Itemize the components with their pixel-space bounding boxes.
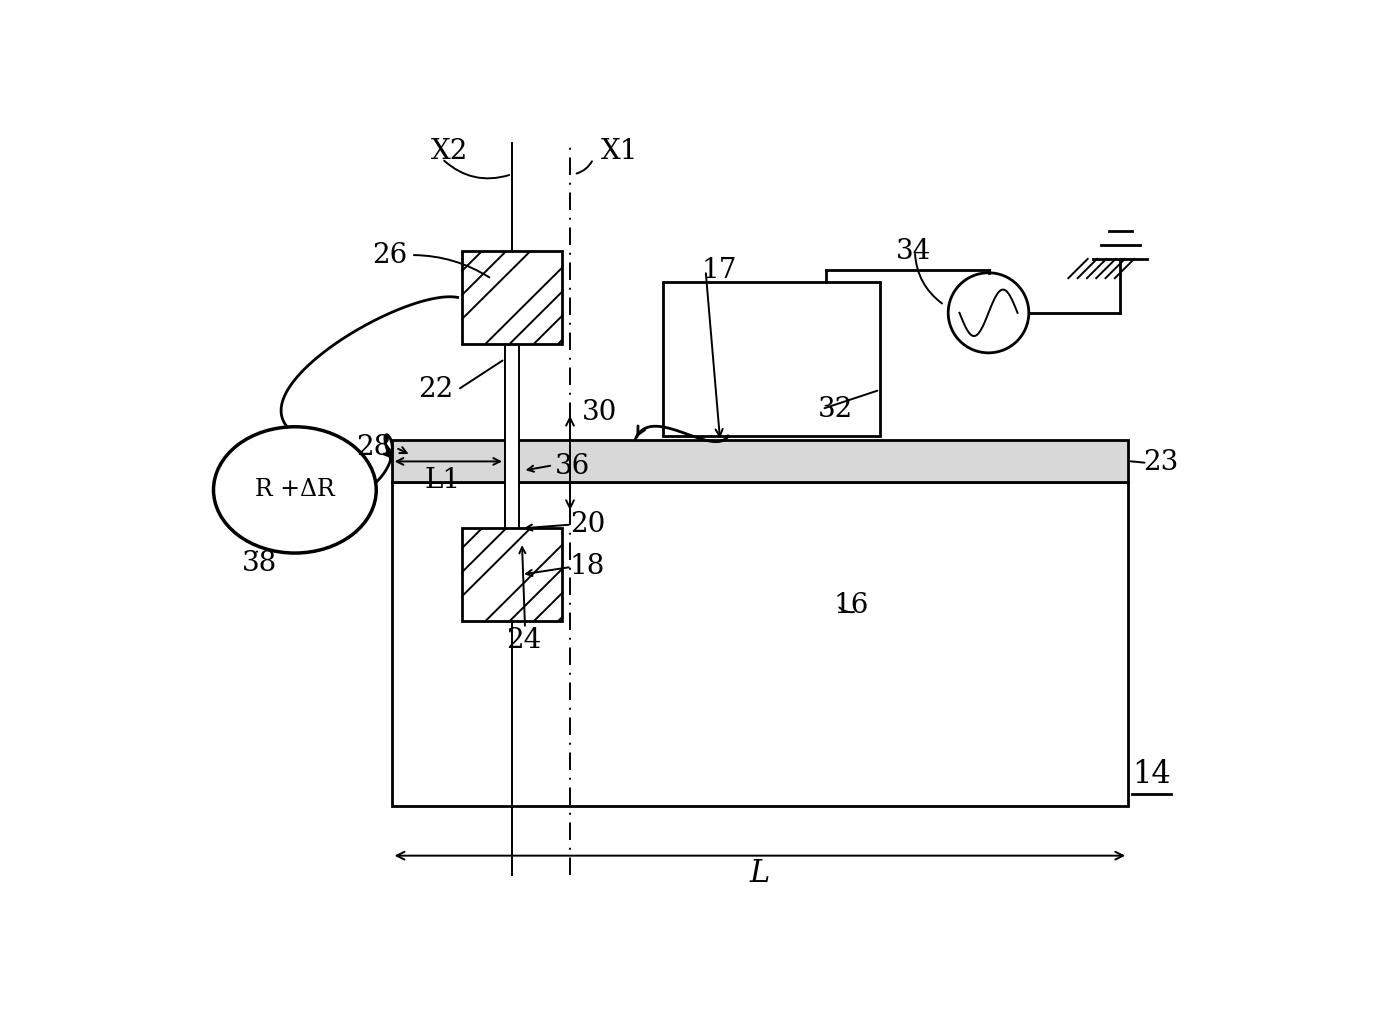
Text: L1: L1 [424,467,460,494]
Text: 23: 23 [1144,449,1179,476]
Bar [391,482,1128,805]
Text: 20: 20 [570,512,605,538]
Text: 38: 38 [242,550,278,576]
Text: 28: 28 [356,434,391,461]
Bar [391,440,1128,482]
Text: 22: 22 [418,376,454,404]
Text: R +ΔR: R +ΔR [254,478,334,501]
Text: 18: 18 [570,553,605,580]
Bar [663,282,879,436]
Bar [461,251,562,344]
Text: X2: X2 [431,137,468,164]
Bar [461,529,562,621]
Text: 34: 34 [896,238,931,264]
Text: 32: 32 [818,396,853,423]
Text: 26: 26 [372,241,407,268]
Text: 24: 24 [506,627,541,654]
Text: 14: 14 [1132,760,1170,790]
Text: L: L [749,858,770,889]
Bar [505,344,519,590]
Text: 30: 30 [582,400,617,427]
Text: X1: X1 [601,137,639,164]
Text: 16: 16 [833,592,870,619]
Text: 36: 36 [555,453,590,480]
Text: 17: 17 [702,257,737,284]
